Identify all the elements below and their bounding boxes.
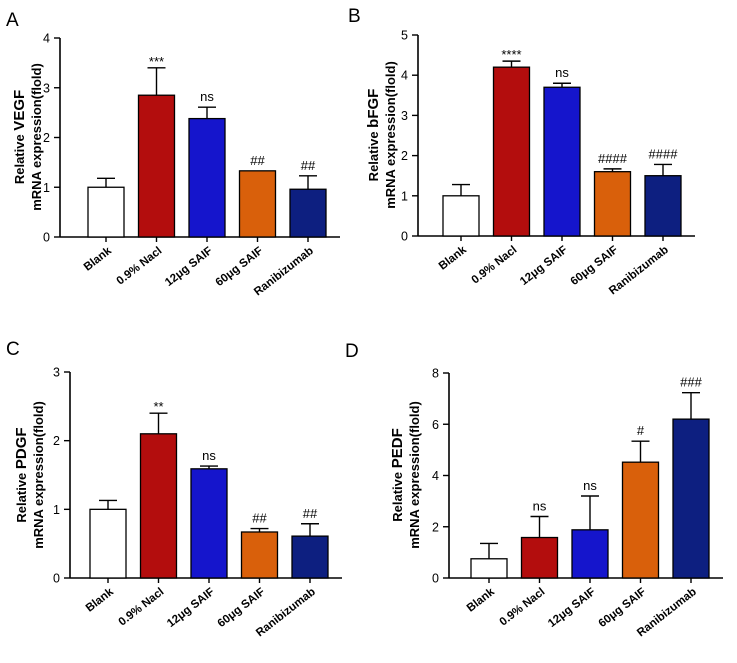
bar-ranibizumab [644, 175, 682, 237]
significance-label: #### [598, 151, 628, 166]
significance-label: ## [303, 506, 318, 521]
bar-60-g-saif [240, 531, 279, 579]
significance-label: *** [149, 54, 164, 69]
bar-0-9-nacl [139, 433, 178, 579]
category-label: 0.9% Nacl [115, 245, 165, 288]
bar-ranibizumab [289, 188, 327, 238]
y-tick-label: 2 [432, 520, 439, 534]
category-label: 12μg SAIF [518, 244, 570, 288]
significance-label: ns [200, 89, 214, 104]
category-label: 60μg SAIF [569, 244, 621, 288]
y-tick-label: 4 [401, 69, 408, 83]
y-axis-label-prefix: Relative [366, 128, 381, 181]
category-label: 0.9% Nacl [498, 586, 548, 629]
y-axis-label-gene: PDGF [13, 427, 30, 469]
panel-a: A Relative VEGF mRNA expression(flold) 0 1 2 3… [6, 10, 340, 298]
y-axis-label-prefix: Relative [12, 131, 27, 184]
category-label: Blank [437, 244, 470, 273]
y-axis-label-line2: mRNA expression(flold) [383, 61, 398, 209]
y-tick-label: 1 [53, 503, 60, 517]
panel-letter: D [345, 341, 359, 362]
y-axis-label-line2: mRNA expression(flold) [31, 401, 46, 549]
y-tick-label: 3 [401, 109, 408, 123]
significance-label: ** [153, 399, 163, 414]
category-label: Blank [82, 245, 115, 274]
y-axis-label-line1: Relative PEDF [389, 428, 406, 522]
bar-12-g-saif [571, 529, 609, 579]
significance-label: ns [583, 478, 597, 493]
significance-label: ns [533, 499, 547, 514]
bar-blank [89, 508, 127, 579]
panel-letter: A [6, 10, 19, 31]
y-axis-label-line2: mRNA expression(flold) [29, 63, 44, 211]
category-label: 0.9% Nacl [117, 586, 167, 629]
bar-60-g-saif [621, 461, 660, 579]
significance-label: ns [202, 448, 216, 463]
significance-label: ### [680, 375, 702, 390]
bar-60-g-saif [593, 171, 632, 237]
y-tick-label: 0 [401, 230, 408, 244]
bar-0-9-nacl [520, 536, 559, 579]
y-tick-label: 2 [43, 131, 50, 145]
category-label: 60μg SAIF [216, 586, 268, 630]
y-axis-label-prefix: Relative [14, 469, 29, 522]
y-tick-label: 4 [43, 32, 50, 46]
category-label: 12μg SAIF [163, 245, 215, 289]
category-label: 60μg SAIF [214, 245, 266, 289]
bar-ranibizumab [672, 418, 710, 579]
y-tick-label: 0 [53, 572, 60, 586]
bar-0-9-nacl [137, 94, 176, 238]
y-axis-label-gene: VEGF [11, 90, 28, 131]
bar-0-9-nacl [492, 66, 531, 237]
y-tick-label: 2 [53, 434, 60, 448]
bar-blank [442, 195, 480, 237]
y-axis-label-gene: bFGF [365, 89, 382, 128]
bar-blank [87, 186, 125, 238]
significance-label: # [637, 423, 645, 438]
category-label: Blank [84, 586, 117, 615]
y-tick-label: 1 [43, 181, 50, 195]
y-tick-label: 4 [432, 469, 439, 483]
y-tick-label: 3 [43, 81, 50, 95]
category-label: Blank [465, 586, 498, 615]
y-tick-label: 3 [53, 366, 60, 380]
y-axis-label-gene: PEDF [389, 428, 406, 468]
y-tick-label: 8 [432, 367, 439, 381]
y-axis-label-prefix: Relative [390, 468, 405, 521]
panel-letter: B [348, 6, 361, 27]
category-label: 0.9% Nacl [470, 244, 520, 287]
panel-d: D Relative PEDF mRNA expression(flold) 0 2 4 6… [345, 341, 723, 639]
significance-label: **** [501, 47, 521, 62]
bar-12-g-saif [188, 117, 226, 238]
panel-letter: C [6, 339, 20, 360]
category-label: 12μg SAIF [546, 586, 598, 630]
y-axis-label-line2: mRNA expression(flold) [407, 401, 422, 549]
significance-label: ## [252, 511, 267, 526]
y-axis-label-line1: Relative PDGF [13, 427, 30, 522]
y-tick-label: 6 [432, 418, 439, 432]
significance-label: ns [555, 65, 569, 80]
y-tick-label: 5 [401, 29, 408, 43]
significance-label: ## [301, 158, 316, 173]
y-tick-label: 1 [401, 189, 408, 203]
significance-label: #### [649, 146, 679, 161]
panel-c: C Relative PDGF mRNA expression(flold) 0 1 2 3… [6, 339, 342, 639]
y-axis-label-line1: Relative VEGF [11, 90, 28, 184]
bar-12-g-saif [543, 86, 581, 237]
y-tick-label: 2 [401, 149, 408, 163]
y-tick-label: 0 [432, 572, 439, 586]
y-axis-label-line1: Relative bFGF [365, 89, 382, 182]
bar-blank [470, 558, 508, 579]
category-label: 60μg SAIF [597, 586, 649, 630]
bar-ranibizumab [291, 535, 329, 579]
category-label: 12μg SAIF [165, 586, 217, 630]
y-tick-label: 0 [43, 231, 50, 245]
bar-60-g-saif [238, 170, 277, 238]
significance-label: ## [250, 153, 265, 168]
bar-12-g-saif [190, 468, 228, 579]
panel-b: B Relative bFGF mRNA expression(flold) 0 1 2 3… [348, 6, 695, 297]
